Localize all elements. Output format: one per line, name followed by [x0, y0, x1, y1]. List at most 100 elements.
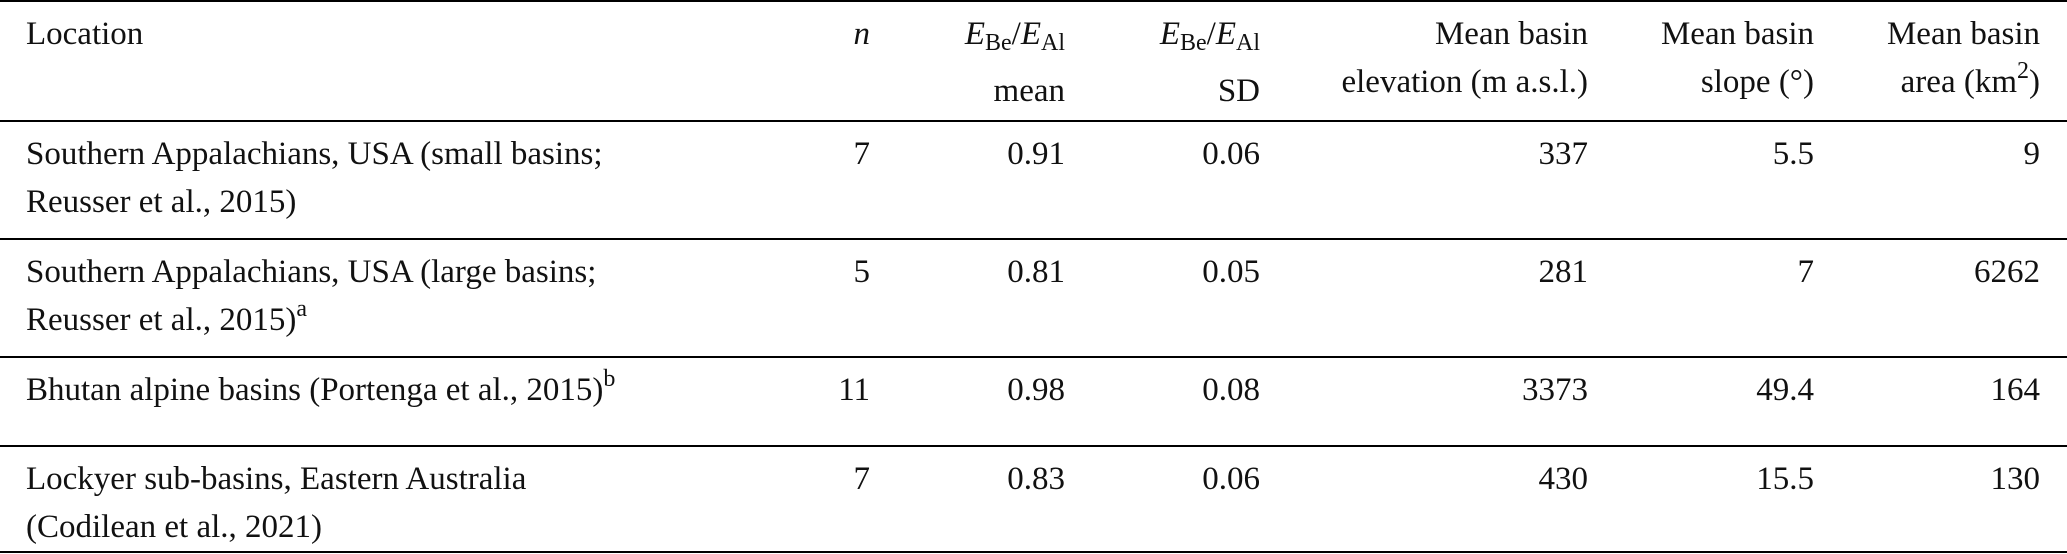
area-value: 9 — [2023, 136, 2041, 172]
header-line: EBe/EAl — [880, 10, 1065, 67]
location-cell: Bhutan alpine basins (Portenga et al., 2… — [0, 357, 780, 446]
elevation-value: 430 — [1538, 461, 1589, 497]
value-cell: 281 — [1270, 239, 1598, 357]
header-text: slope (°) — [1700, 64, 1814, 100]
footnote-mark: a — [296, 296, 308, 322]
value-cell: 0.91 — [880, 121, 1075, 239]
mean-value: 0.91 — [1007, 136, 1065, 172]
table-row: Southern Appalachians, USA (large basins… — [0, 239, 2067, 357]
header-cell: Mean basin slope (°) — [1598, 1, 1824, 121]
value-cell: 337 — [1270, 121, 1598, 239]
header-text: Mean basin — [1660, 16, 1814, 52]
location-line: Southern Appalachians, USA (large basins… — [26, 248, 770, 296]
area-value: 130 — [1990, 461, 2041, 497]
header-cell: EBe/EAl mean — [880, 1, 1075, 121]
area-value: 6262 — [1974, 254, 2040, 290]
header-sup: 2 — [2017, 58, 2029, 84]
value-cell: 164 — [1824, 357, 2067, 446]
location-line: (Codilean et al., 2021) — [26, 503, 770, 551]
mean-value: 0.81 — [1007, 254, 1065, 290]
footnote-mark: b — [603, 366, 616, 392]
value-cell: 0.81 — [880, 239, 1075, 357]
slope-value: 49.4 — [1756, 372, 1814, 408]
header-cell: EBe/EAl SD — [1075, 1, 1270, 121]
elevation-value: 281 — [1538, 254, 1589, 290]
value-cell: 0.98 — [880, 357, 1075, 446]
value-cell: 5.5 — [1598, 121, 1824, 239]
n-value: 11 — [838, 372, 870, 408]
header-cell: Mean basin area (km2) — [1824, 1, 2067, 121]
table-header: Location n EBe/EAl mean EBe/EAl SD Mean ba… — [0, 1, 2067, 121]
value-cell: 0.06 — [1075, 121, 1270, 239]
slope-value: 15.5 — [1756, 461, 1814, 497]
n-value: 7 — [853, 136, 871, 172]
header-text: SD — [1217, 73, 1260, 109]
mean-value: 0.98 — [1007, 372, 1065, 408]
header-line: area (km2) — [1824, 58, 2040, 106]
location-text: Reusser et al., 2015) — [26, 184, 297, 220]
header-text: area (km — [1900, 64, 2017, 100]
table-row: Lockyer sub-basins, Eastern Australia (Co… — [0, 446, 2067, 552]
header-sub: Al — [1041, 30, 1065, 56]
table-row: Bhutan alpine basins (Portenga et al., 2… — [0, 357, 2067, 446]
value-cell: 6262 — [1824, 239, 2067, 357]
header-text: / — [1206, 16, 1216, 52]
value-cell: 0.06 — [1075, 446, 1270, 552]
n-value: 5 — [853, 254, 871, 290]
value-cell: 9 — [1824, 121, 2067, 239]
value-cell: 0.05 — [1075, 239, 1270, 357]
location-text: (Codilean et al., 2021) — [26, 509, 323, 545]
header-sub: Al — [1236, 30, 1260, 56]
value-cell: 15.5 — [1598, 446, 1824, 552]
sd-value: 0.08 — [1202, 372, 1260, 408]
value-cell: 430 — [1270, 446, 1598, 552]
header-text: elevation (m a.s.l.) — [1341, 64, 1588, 100]
header-sub: Be — [1179, 30, 1207, 56]
value-cell: 3373 — [1270, 357, 1598, 446]
header-text: / — [1011, 16, 1021, 52]
header-cell: Mean basin elevation (m a.s.l.) — [1270, 1, 1598, 121]
value-cell: 5 — [780, 239, 880, 357]
location-text: Bhutan alpine basins (Portenga et al., 2… — [26, 372, 604, 408]
header-text: ) — [2029, 64, 2040, 100]
value-cell: 0.08 — [1075, 357, 1270, 446]
sd-value: 0.06 — [1202, 136, 1260, 172]
location-text: Reusser et al., 2015) — [26, 302, 297, 338]
header-text: E — [964, 16, 985, 52]
value-cell: 7 — [780, 446, 880, 552]
value-cell: 11 — [780, 357, 880, 446]
slope-value: 7 — [1797, 254, 1815, 290]
location-line: Reusser et al., 2015) — [26, 178, 770, 226]
header-text: E — [1215, 16, 1236, 52]
elevation-value: 337 — [1538, 136, 1589, 172]
header-cell: Location — [0, 1, 780, 121]
header-text: E — [1159, 16, 1180, 52]
header-text: E — [1020, 16, 1041, 52]
sd-value: 0.05 — [1202, 254, 1260, 290]
header-row: Location n EBe/EAl mean EBe/EAl SD Mean ba… — [0, 1, 2067, 121]
location-text: Southern Appalachians, USA (large basins… — [26, 254, 597, 290]
value-cell: 49.4 — [1598, 357, 1824, 446]
value-cell: 7 — [1598, 239, 1824, 357]
header-cell: n — [780, 1, 880, 121]
header-text: n — [853, 16, 871, 52]
value-cell: 0.83 — [880, 446, 1075, 552]
table-body: Southern Appalachians, USA (small basins… — [0, 121, 2067, 552]
slope-value: 5.5 — [1772, 136, 1814, 172]
mean-value: 0.83 — [1007, 461, 1065, 497]
location-cell: Southern Appalachians, USA (large basins… — [0, 239, 780, 357]
location-cell: Southern Appalachians, USA (small basins… — [0, 121, 780, 239]
n-value: 7 — [853, 461, 871, 497]
sd-value: 0.06 — [1202, 461, 1260, 497]
value-cell: 7 — [780, 121, 880, 239]
location-text: Lockyer sub-basins, Eastern Australia — [26, 461, 527, 497]
table-row: Southern Appalachians, USA (small basins… — [0, 121, 2067, 239]
header-sub: Be — [984, 30, 1012, 56]
header-text: mean — [993, 73, 1065, 109]
area-value: 164 — [1990, 372, 2041, 408]
header-line: EBe/EAl — [1075, 10, 1260, 67]
location-line: Southern Appalachians, USA (small basins… — [26, 130, 770, 178]
header-text: Mean basin — [1434, 16, 1588, 52]
